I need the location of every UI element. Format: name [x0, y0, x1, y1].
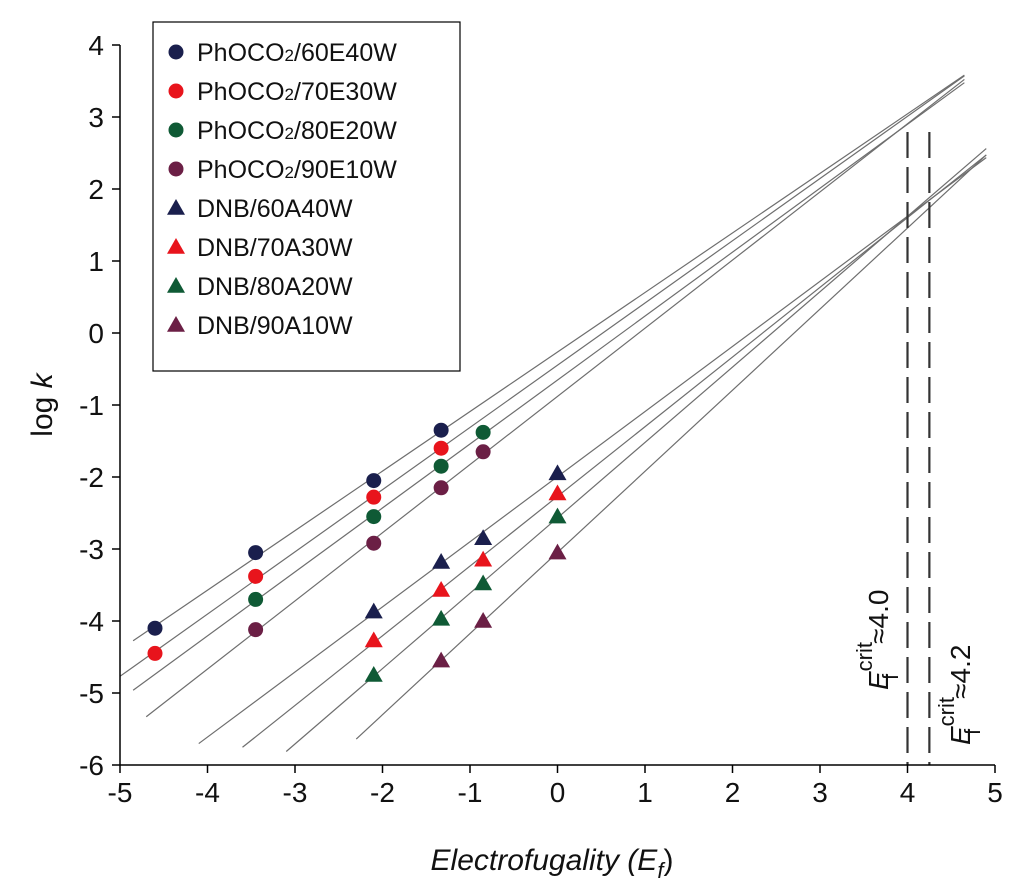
legend-marker — [167, 199, 185, 215]
y-tick-label: 3 — [88, 102, 104, 133]
x-tick-label: 4 — [900, 777, 916, 808]
y-tick-label: 4 — [88, 30, 104, 61]
data-points — [147, 422, 567, 682]
y-axis-title: log k — [26, 371, 59, 436]
y-tick-label: -6 — [79, 750, 104, 781]
critical-labels: Ecritf≈4.0 Ecritf≈4.2 — [852, 590, 985, 745]
legend-label: PhOCO2/60E40W — [197, 39, 397, 67]
data-point — [147, 620, 163, 636]
legend-label: PhOCO2/90E10W — [197, 156, 397, 184]
data-point — [248, 591, 264, 607]
legend-label: DNB/80A20W — [197, 273, 353, 301]
legend-label: PhOCO2/70E30W — [197, 78, 397, 106]
legend-marker — [167, 316, 185, 332]
legend-box — [152, 21, 461, 372]
data-point — [475, 444, 491, 460]
y-tick-label: -5 — [79, 678, 104, 709]
legend-label: DNB/70A30W — [197, 234, 353, 262]
data-point — [364, 631, 383, 648]
data-point — [433, 440, 449, 456]
fit-line — [285, 148, 987, 752]
y-tick-label: -1 — [79, 390, 104, 421]
legend: PhOCO2/60E40W PhOCO2/70E30W PhOCO2/80E20W P… — [152, 21, 461, 372]
x-tick-label: 3 — [812, 777, 828, 808]
data-point — [432, 581, 451, 597]
fit-line — [132, 74, 965, 642]
y-tick-label: 1 — [88, 246, 104, 277]
y-tick-label: -2 — [79, 462, 104, 493]
data-point — [548, 464, 567, 481]
data-point — [474, 550, 493, 567]
data-point — [474, 529, 493, 545]
x-tick-label: -4 — [195, 777, 220, 808]
x-axis-title: Electrofugality (Ef) — [431, 844, 674, 883]
legend-label: DNB/90A10W — [197, 312, 353, 340]
critical-annotation: Ecritf≈4.0 — [852, 590, 903, 690]
critical-lines — [906, 132, 931, 765]
data-point — [474, 612, 493, 628]
legend-marker — [168, 122, 184, 138]
legend-marker — [167, 277, 185, 293]
data-point — [147, 645, 163, 661]
x-tick-label: -2 — [370, 777, 395, 808]
data-point — [248, 545, 264, 561]
data-point — [364, 602, 383, 619]
x-tick-label: -5 — [108, 777, 133, 808]
data-point — [433, 480, 449, 496]
data-point — [474, 574, 493, 591]
x-tick-label: -3 — [283, 777, 308, 808]
x-tick-label: 5 — [987, 777, 1003, 808]
data-point — [248, 568, 264, 584]
legend-marker — [168, 83, 184, 99]
data-point — [433, 458, 449, 474]
y-tick-label: -3 — [79, 534, 104, 565]
data-point — [433, 422, 449, 438]
y-tick-label: -4 — [79, 606, 104, 637]
data-point — [548, 543, 567, 560]
legend-label: PhOCO2/80E20W — [197, 117, 397, 145]
data-point — [432, 552, 451, 569]
data-point — [364, 666, 383, 682]
data-point — [432, 651, 451, 668]
data-point — [366, 489, 382, 505]
data-point — [366, 509, 382, 525]
legend-marker — [168, 44, 184, 60]
fit-line — [355, 154, 987, 740]
data-point — [366, 473, 382, 489]
x-tick-label: 1 — [637, 777, 653, 808]
data-point — [475, 424, 491, 440]
data-point — [248, 622, 264, 638]
legend-marker — [167, 238, 185, 254]
legend-marker — [168, 161, 184, 177]
x-tick-label: -1 — [458, 777, 483, 808]
data-point — [548, 507, 567, 524]
data-point — [432, 609, 451, 626]
data-point — [366, 535, 382, 551]
fit-line — [145, 78, 965, 718]
critical-annotation: Ecritf≈4.2 — [934, 645, 985, 745]
y-tick-label: 0 — [88, 318, 104, 349]
fit-line — [242, 154, 987, 748]
y-tick-label: 2 — [88, 174, 104, 205]
fit-line — [132, 82, 965, 691]
legend-label: DNB/60A40W — [197, 195, 353, 223]
x-tick-label: 2 — [725, 777, 741, 808]
data-point — [548, 484, 567, 501]
fit-line — [198, 157, 987, 745]
x-tick-label: 0 — [550, 777, 566, 808]
